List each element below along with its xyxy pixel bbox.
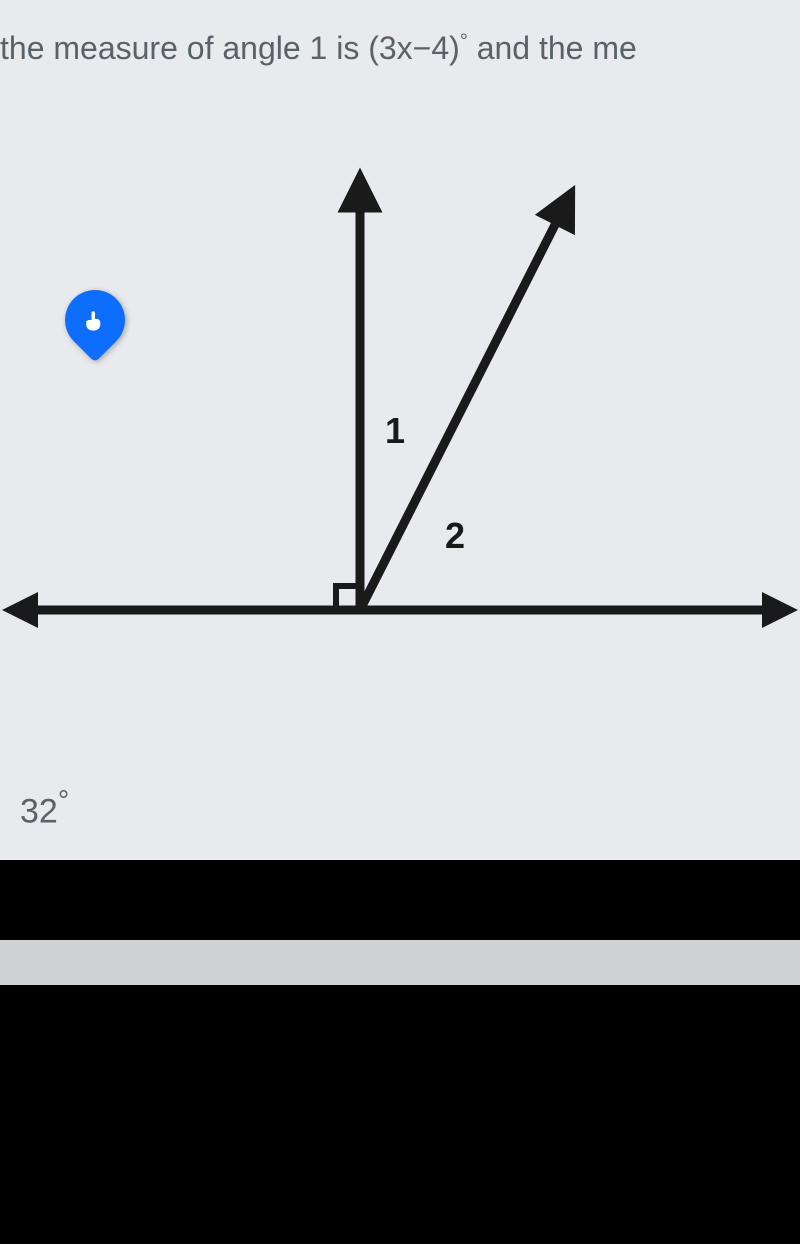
question-prefix: the measure of angle 1 is xyxy=(0,30,368,66)
diagram-svg xyxy=(0,120,800,670)
answer-unit: ° xyxy=(58,785,69,817)
degree-symbol: ° xyxy=(460,30,468,52)
answer-value: 32 xyxy=(20,792,58,830)
angle-diagram: 1 2 xyxy=(0,120,800,670)
question-expression: (3x−4) xyxy=(368,30,460,66)
angle-2-label: 2 xyxy=(445,515,465,557)
question-text: the measure of angle 1 is (3x−4)° and th… xyxy=(0,20,800,77)
angle-1-label: 1 xyxy=(385,410,405,452)
question-suffix: and the me xyxy=(468,30,637,66)
answer-option[interactable]: 32° xyxy=(20,785,69,831)
content-area: the measure of angle 1 is (3x−4)° and th… xyxy=(0,0,800,860)
gray-bar xyxy=(0,940,800,985)
black-bar-top xyxy=(0,860,800,940)
bottom-black-area xyxy=(0,985,800,1244)
